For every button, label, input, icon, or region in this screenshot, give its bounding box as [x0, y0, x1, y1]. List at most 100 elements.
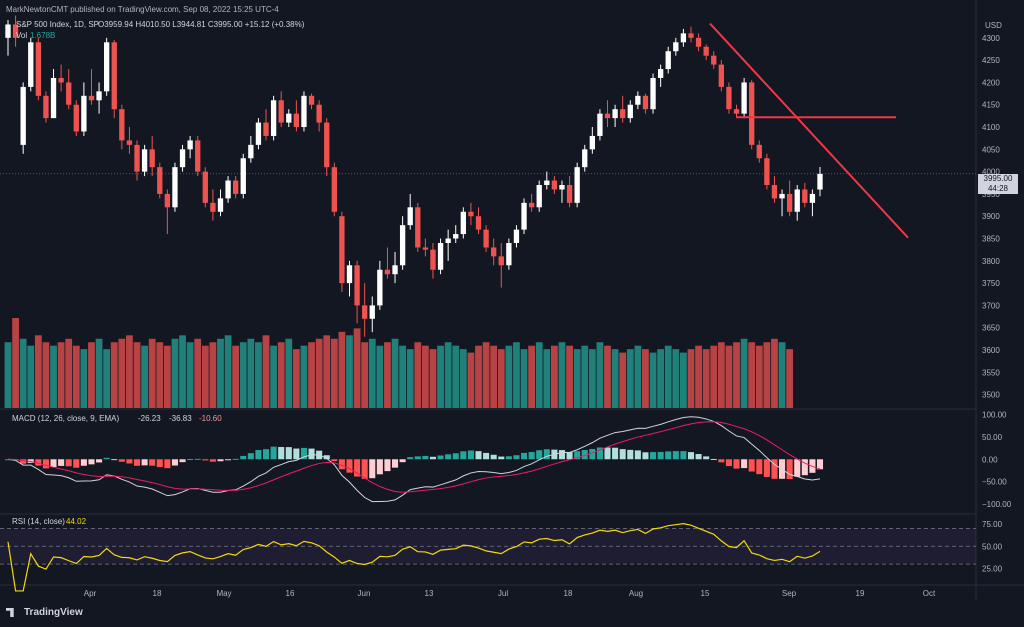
candle-body [498, 256, 504, 266]
macd-histogram-bar [513, 455, 520, 460]
candle-body [399, 225, 406, 266]
macd-histogram-bar [247, 453, 254, 460]
volume-bar [186, 342, 194, 408]
candle-body [453, 234, 459, 239]
candle-body [179, 149, 186, 168]
candle-body [544, 180, 550, 186]
volume-bar [657, 349, 665, 408]
candle-body [673, 42, 679, 52]
candle-body [187, 140, 193, 150]
volume-title: Vol [16, 31, 28, 40]
macd-histogram-bar [42, 459, 49, 469]
candle-body [491, 247, 497, 257]
candle-body [407, 207, 413, 226]
macd-histogram-bar [35, 459, 42, 466]
candle-body [711, 55, 717, 65]
macd-histogram-bar [20, 459, 27, 464]
candle-body [134, 144, 140, 172]
volume-bar [4, 342, 12, 408]
macd-histogram-bar [293, 448, 300, 460]
volume-bar [702, 349, 710, 408]
volume-bar [452, 345, 460, 408]
volume-bar [755, 345, 763, 408]
candle-body [377, 269, 383, 306]
candle-body [240, 158, 246, 194]
volume-bar [437, 345, 444, 408]
candle-body [794, 189, 800, 212]
volume-bar [368, 338, 376, 408]
candle-body [703, 46, 709, 56]
volume-bar [543, 349, 551, 408]
volume-bar [429, 349, 437, 408]
candle-body [695, 37, 702, 47]
volume-bar [475, 345, 482, 408]
candle-body [20, 86, 26, 145]
macd-histogram-bar [262, 449, 270, 460]
macd-histogram-bar [718, 459, 725, 463]
macd-histogram-bar [627, 449, 634, 460]
publisher-line: MarkNewtonCMT published on TradingView.c… [6, 5, 279, 14]
macd-histogram-bar [596, 447, 603, 460]
candle-body [627, 104, 633, 119]
candle-body [126, 140, 133, 145]
candle-body [574, 167, 580, 203]
macd-histogram-bar [133, 459, 141, 466]
symbol-title[interactable]: S&P 500 Index, 1D, SP [16, 20, 100, 29]
candle-body [58, 77, 64, 83]
price-tick-label: 3850 [982, 235, 1000, 244]
trend-drawings [709, 22, 909, 239]
candle-body [149, 149, 155, 168]
time-tick-label: May [216, 589, 231, 598]
candle-body [111, 42, 117, 110]
time-tick-label: Jun [358, 589, 371, 598]
macd-tick-label: −100.00 [982, 500, 1012, 509]
candle-body [589, 135, 595, 150]
macd-histogram-bar [399, 459, 406, 463]
macd-histogram-bar [346, 459, 353, 473]
macd-histogram-bar [88, 459, 95, 465]
rsi-tick-label: 25.00 [982, 565, 1003, 574]
candle-body [733, 109, 740, 114]
macd-histogram-bar [338, 459, 345, 470]
candle-body [642, 95, 649, 110]
volume-bar [406, 349, 414, 408]
macd-histogram-bar [748, 459, 755, 472]
candle-body [506, 242, 512, 266]
macd-histogram-bar [786, 459, 793, 480]
macd-histogram-bar [118, 459, 125, 462]
volume-bar [786, 349, 794, 408]
macd-histogram-bar [672, 451, 679, 460]
volume-bar [239, 342, 247, 408]
macd-histogram-bar [604, 447, 611, 460]
volume-bar [482, 342, 490, 408]
macd-histogram-bar [498, 456, 505, 460]
candle-body [756, 144, 762, 159]
volume-bar [323, 335, 331, 408]
volume-bar [95, 338, 103, 408]
volume-bar [270, 345, 278, 408]
tradingview-logo[interactable]: TradingView [6, 607, 83, 618]
macd-histogram-bar [58, 459, 65, 466]
price-tick-label: 4000 [982, 168, 1000, 177]
volume-bar [353, 328, 361, 408]
macd-value-2: -36.83 [169, 414, 192, 423]
volume-bar [710, 345, 718, 408]
volume-bar [505, 345, 513, 408]
candle-body [88, 95, 95, 101]
axes: 4300 4250 4200 4150 4100 4050 4000 3950 3900 3850… [84, 34, 1012, 598]
candle-body [445, 238, 451, 243]
volume-bar [232, 345, 240, 408]
volume-bar [217, 338, 224, 408]
macd-histogram-bar [521, 452, 528, 460]
macd-histogram-bar [536, 450, 543, 460]
macd-histogram-bar [665, 451, 672, 460]
volume-bar [771, 338, 778, 408]
candle-body [362, 305, 368, 319]
candle-body [141, 149, 148, 172]
macd-histogram-bar [490, 454, 497, 460]
candle-body [28, 42, 34, 87]
macd-histogram-bar [703, 456, 710, 460]
candle-body [339, 216, 345, 284]
price-tick-label: 4100 [982, 123, 1000, 132]
